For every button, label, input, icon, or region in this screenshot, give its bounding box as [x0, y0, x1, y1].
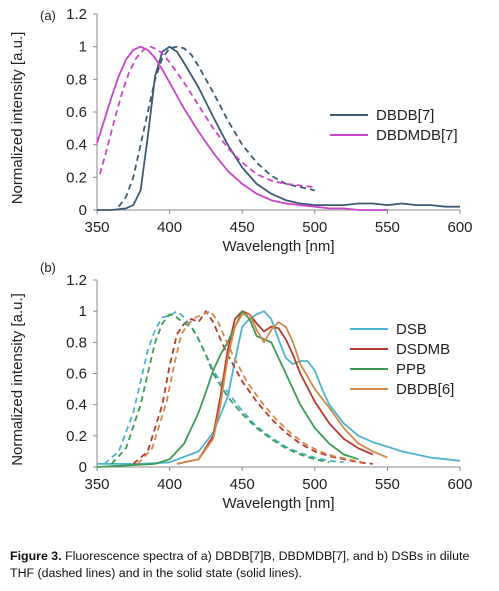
y-axis-label: Normalized intensity [a.u.] — [9, 32, 26, 205]
x-tick-label: 350 — [84, 476, 109, 493]
series-line-dashed-5 — [110, 313, 330, 465]
y-tick-label: 0.6 — [66, 366, 87, 383]
series-line-dashed-7 — [137, 310, 363, 465]
y-tick-label: 0.2 — [66, 428, 87, 445]
series-line-ppb — [96, 310, 359, 468]
series-line-dbdmdb-7- — [96, 45, 388, 211]
x-tick-label: 550 — [375, 476, 400, 493]
x-tick-label: 500 — [302, 219, 327, 236]
y-tick-label: 1 — [79, 303, 87, 320]
x-tick-label: 400 — [157, 476, 182, 493]
y-tick-label: 0.6 — [66, 104, 87, 121]
series-line-dsb — [97, 310, 461, 465]
series-line-dashed-3 — [99, 45, 315, 188]
x-tick-label: 450 — [230, 219, 255, 236]
y-tick-label: 0 — [79, 202, 87, 219]
series-line-dashed-1 — [118, 45, 315, 208]
x-tick-label: 500 — [302, 476, 327, 493]
figure-3-spectra: 0 0.2 0.4 0.6 0.8 1 1.2 350 400 450 500 550 600 Wavel… — [9, 6, 473, 512]
x-tick-label: 600 — [447, 476, 472, 493]
y-tick-label: 0 — [79, 459, 87, 476]
y-tick-label: 0.4 — [66, 397, 87, 414]
figure-caption: Figure 3. Fluorescence spectra of a) DBD… — [10, 548, 494, 582]
y-tick-label: 1 — [79, 39, 87, 56]
panel-label: (a) — [40, 8, 56, 23]
y-tick-label: 0.8 — [66, 71, 87, 88]
x-tick-label: 550 — [375, 219, 400, 236]
y-tick-label: 1.2 — [66, 6, 87, 23]
y-tick-label: 0.4 — [66, 137, 87, 154]
y-tick-label: 0.8 — [66, 334, 87, 351]
x-tick-label: 450 — [230, 476, 255, 493]
series-line-dbdb-7- — [97, 45, 460, 211]
figure-caption-text: Fluorescence spectra of a) DBDB[7]B, DBD… — [10, 549, 470, 580]
legend-entry: DBDMDB[7] — [376, 127, 458, 144]
series-line-dbdb-6- — [176, 313, 388, 465]
legend-entry: DSB — [396, 321, 427, 338]
x-tick-label: 350 — [84, 219, 109, 236]
legend-entry: PPB — [396, 361, 426, 378]
series-line-dsdmb — [176, 310, 374, 465]
panel-label: (b) — [40, 260, 56, 275]
x-tick-label: 400 — [157, 219, 182, 236]
figure-caption-label: Figure 3. — [10, 549, 62, 563]
legend-entry: DBDB[7] — [376, 107, 434, 124]
legend-entry: DBDB[6] — [396, 381, 454, 398]
y-tick-label: 1.2 — [66, 272, 87, 289]
chart-panel-b: 0 0.2 0.4 0.6 0.8 1 1.2 350 400 450 500 550 600 Wavel… — [9, 260, 473, 512]
chart-panel-a: 0 0.2 0.4 0.6 0.8 1 1.2 350 400 450 500 550 600 Wavel… — [9, 6, 473, 255]
x-axis-label: Wavelength [nm] — [223, 238, 335, 255]
y-tick-label: 0.2 — [66, 169, 87, 186]
legend-entry: DSDMB — [396, 341, 450, 358]
y-axis-label: Normalized intensity [a.u.] — [9, 293, 26, 466]
x-axis-label: Wavelength [nm] — [223, 495, 335, 512]
x-tick-label: 600 — [447, 219, 472, 236]
